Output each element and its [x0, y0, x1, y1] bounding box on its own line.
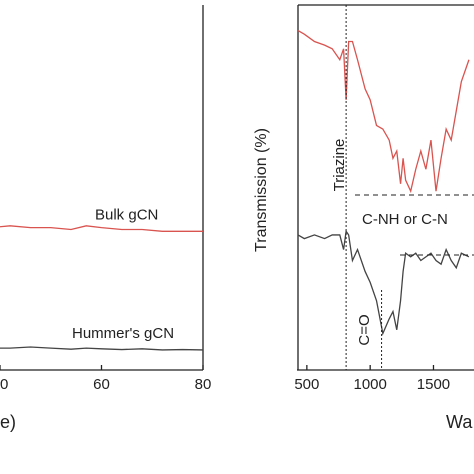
annotation: C-NH or C-N — [362, 211, 448, 228]
x-tick-label: 80 — [195, 376, 212, 393]
x-tick-label: 500 — [294, 376, 319, 393]
series-line — [0, 346, 204, 351]
annotation: C=O — [356, 314, 373, 345]
series-line — [0, 225, 203, 232]
y-axis-label: Transmission (%) — [253, 128, 270, 252]
x-axis-label: e) — [0, 412, 16, 432]
series-line — [297, 29, 470, 194]
x-tick-label: 60 — [93, 376, 110, 393]
x-tick-label: 1500 — [417, 376, 450, 393]
series-label: Hummer's gCN — [72, 325, 174, 342]
x-axis-label: Wa — [446, 412, 473, 432]
x-tick-label: 40 — [0, 376, 8, 393]
annotation: Triazine — [331, 139, 348, 192]
x-tick-label: 1000 — [353, 376, 386, 393]
series-label: Bulk gCN — [95, 206, 158, 223]
series-line — [297, 229, 470, 336]
